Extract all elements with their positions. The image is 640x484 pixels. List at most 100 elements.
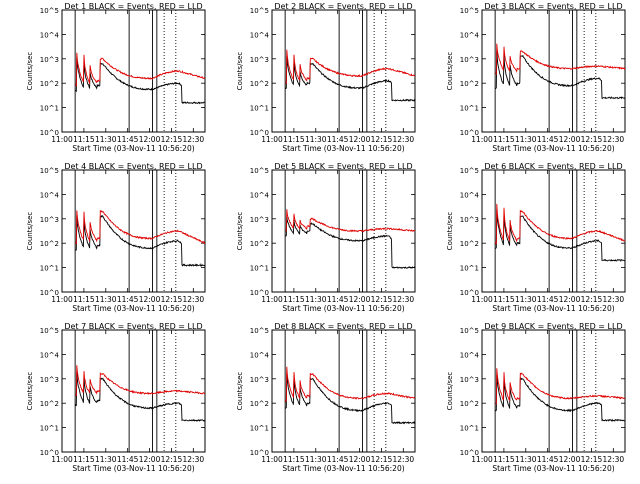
panel-title: Det 7 BLACK = Events, RED = LLD xyxy=(64,322,202,331)
x-axis-label: Start Time (03-Nov-11 10:56:20) xyxy=(492,304,614,313)
y-axis-label: Counts/sec xyxy=(446,212,454,251)
y-tick-label: 10^2 xyxy=(40,240,59,248)
y-tick-label: 10^3 xyxy=(460,376,479,384)
y-tick-label: 10^4 xyxy=(460,351,480,359)
y-tick-label: 10^3 xyxy=(40,216,59,224)
x-tick-label: 12:00 xyxy=(139,455,161,464)
panel-det-4: Det 4 BLACK = Events, RED = LLD 11:00 11:1… xyxy=(26,162,206,313)
y-tick-label: 10^0 xyxy=(40,289,59,297)
x-tick-label: 11:15 xyxy=(493,455,515,464)
x-tick-label: 12:15 xyxy=(161,455,183,464)
y-tick-label: 10^0 xyxy=(40,449,59,457)
y-tick-label: 10^0 xyxy=(40,129,59,137)
x-tick-label: 12:00 xyxy=(559,295,581,304)
series-line-lld xyxy=(495,368,626,405)
x-tick-label: 12:15 xyxy=(581,295,603,304)
panel-title: Det 6 BLACK = Events, RED = LLD xyxy=(484,162,622,171)
y-axis-label: Counts/sec xyxy=(26,212,34,251)
x-tick-label: 11:00 xyxy=(261,135,283,144)
x-tick-label: 11:15 xyxy=(493,135,515,144)
x-tick-label: 12:30 xyxy=(603,135,625,144)
y-tick-label: 10^2 xyxy=(250,80,269,88)
x-tick-label: 12:00 xyxy=(349,295,371,304)
x-tick-label: 11:30 xyxy=(515,295,537,304)
y-axis-label: Counts/sec xyxy=(446,372,454,411)
series-line-lld xyxy=(285,49,416,85)
x-tick-label: 11:45 xyxy=(117,295,139,304)
x-tick-label: 12:30 xyxy=(603,295,625,304)
panel-det-8: Det 8 BLACK = Events, RED = LLD 11:00 11:1… xyxy=(236,322,416,473)
x-tick-label: 11:30 xyxy=(305,135,327,144)
plot-frame xyxy=(61,169,206,293)
x-tick-label: 11:45 xyxy=(537,295,559,304)
y-tick-label: 10^1 xyxy=(40,265,59,273)
x-axis-label: Start Time (03-Nov-11 10:56:20) xyxy=(72,144,194,153)
x-tick-label: 12:15 xyxy=(581,455,603,464)
plot-frame xyxy=(271,169,416,293)
x-tick-label: 11:45 xyxy=(537,455,559,464)
panel-title: Det 8 BLACK = Events, RED = LLD xyxy=(274,322,412,331)
x-tick-label: 11:00 xyxy=(471,135,493,144)
y-tick-label: 10^0 xyxy=(460,289,479,297)
series-line-events xyxy=(285,216,416,270)
x-tick-label: 11:15 xyxy=(73,455,95,464)
x-axis-label: Start Time (03-Nov-11 10:56:20) xyxy=(492,144,614,153)
x-tick-label: 11:15 xyxy=(283,455,305,464)
x-tick-label: 12:00 xyxy=(349,455,371,464)
plot-frame xyxy=(271,9,416,133)
panel-det-1: Det 1 BLACK = Events, RED = LLD 11:00 11:1… xyxy=(26,2,206,153)
panel-title: Det 5 BLACK = Events, RED = LLD xyxy=(274,162,412,171)
panel-det-7: Det 7 BLACK = Events, RED = LLD 11:00 11:1… xyxy=(26,322,206,473)
x-tick-label: 12:30 xyxy=(183,295,205,304)
y-tick-label: 10^2 xyxy=(250,400,269,408)
y-tick-label: 10^2 xyxy=(460,240,479,248)
y-tick-label: 10^1 xyxy=(250,105,269,113)
panel-title: Det 1 BLACK = Events, RED = LLD xyxy=(64,2,202,11)
x-tick-label: 12:00 xyxy=(559,135,581,144)
y-tick-label: 10^1 xyxy=(250,425,269,433)
x-tick-label: 11:45 xyxy=(327,295,349,304)
x-tick-label: 11:15 xyxy=(493,295,515,304)
x-axis-label: Start Time (03-Nov-11 10:56:20) xyxy=(282,464,404,473)
x-axis-label: Start Time (03-Nov-11 10:56:20) xyxy=(492,464,614,473)
y-tick-label: 10^5 xyxy=(460,167,479,175)
y-tick-label: 10^4 xyxy=(460,31,480,39)
y-tick-label: 10^4 xyxy=(40,191,60,199)
series-line-events xyxy=(284,373,416,425)
y-tick-label: 10^5 xyxy=(40,7,59,15)
x-tick-label: 11:30 xyxy=(515,455,537,464)
y-tick-label: 10^1 xyxy=(40,105,59,113)
series-line-lld xyxy=(75,365,206,397)
y-tick-label: 10^0 xyxy=(250,289,269,297)
x-tick-label: 11:00 xyxy=(471,455,493,464)
plot-frame xyxy=(61,9,206,133)
x-tick-label: 11:45 xyxy=(327,135,349,144)
x-tick-label: 12:00 xyxy=(139,135,161,144)
y-tick-label: 10^0 xyxy=(250,449,269,457)
y-tick-label: 10^2 xyxy=(40,80,59,88)
y-tick-label: 10^5 xyxy=(460,327,479,335)
x-tick-label: 12:30 xyxy=(393,455,415,464)
y-tick-label: 10^3 xyxy=(40,376,59,384)
y-tick-label: 10^3 xyxy=(460,56,479,64)
y-tick-label: 10^0 xyxy=(250,129,269,137)
x-tick-label: 12:30 xyxy=(603,455,625,464)
y-tick-label: 10^4 xyxy=(40,31,60,39)
y-tick-label: 10^5 xyxy=(40,327,59,335)
series-line-lld xyxy=(495,43,626,76)
panel-det-5: Det 5 BLACK = Events, RED = LLD 11:00 11:1… xyxy=(236,162,416,313)
series-line-events xyxy=(74,372,206,422)
y-tick-label: 10^3 xyxy=(250,376,269,384)
panel-title: Det 2 BLACK = Events, RED = LLD xyxy=(274,2,412,11)
plot-frame xyxy=(61,329,206,453)
y-tick-label: 10^3 xyxy=(40,56,59,64)
x-tick-label: 11:30 xyxy=(95,135,117,144)
panel-title: Det 4 BLACK = Events, RED = LLD xyxy=(64,162,202,171)
plot-frame xyxy=(481,169,626,293)
y-tick-label: 10^4 xyxy=(250,31,270,39)
panel-det-9: Det 9 BLACK = Events, RED = LLD 11:00 11:1… xyxy=(446,322,626,473)
panel-title: Det 9 BLACK = Events, RED = LLD xyxy=(484,322,622,331)
x-tick-label: 11:00 xyxy=(51,295,73,304)
